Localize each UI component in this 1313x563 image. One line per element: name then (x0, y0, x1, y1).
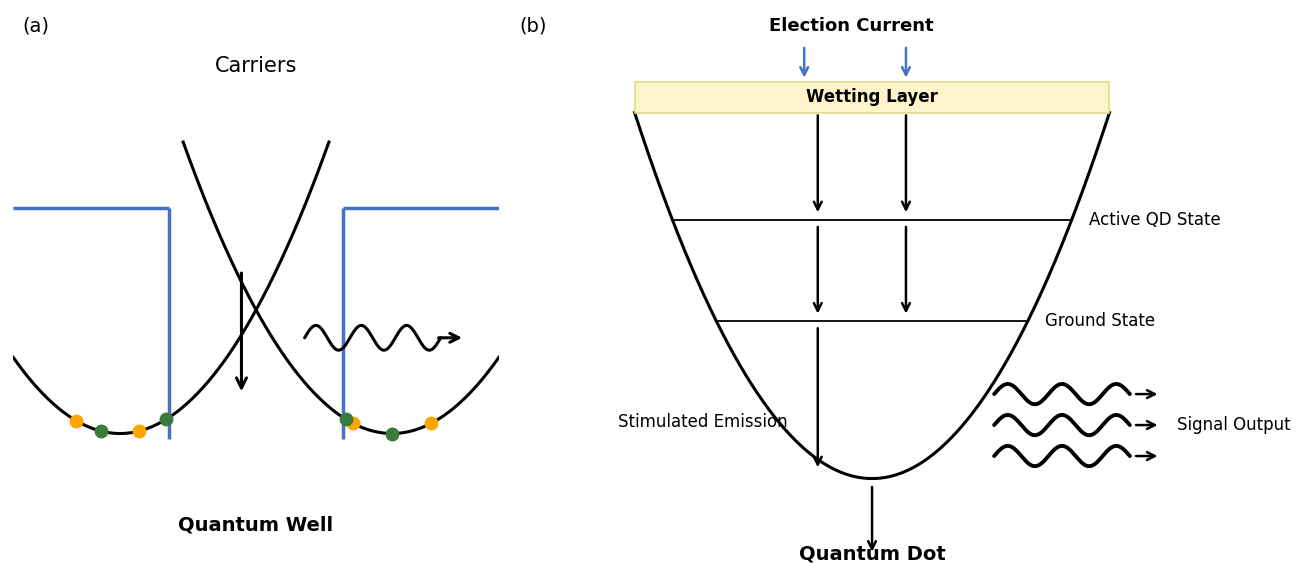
Text: Stimulated Emission: Stimulated Emission (617, 413, 788, 431)
Text: Quantum Well: Quantum Well (179, 516, 334, 535)
Text: Wetting Layer: Wetting Layer (806, 88, 937, 106)
Text: Election Current: Election Current (769, 17, 934, 35)
Text: Ground State: Ground State (1045, 312, 1155, 330)
Text: Carriers: Carriers (215, 56, 297, 77)
Text: Signal Output: Signal Output (1178, 416, 1291, 434)
Text: (b): (b) (520, 17, 546, 36)
Text: (a): (a) (22, 17, 50, 36)
Text: Quantum Dot: Quantum Dot (798, 544, 945, 563)
Bar (634, 82, 1109, 113)
Text: Active QD State: Active QD State (1088, 211, 1221, 229)
